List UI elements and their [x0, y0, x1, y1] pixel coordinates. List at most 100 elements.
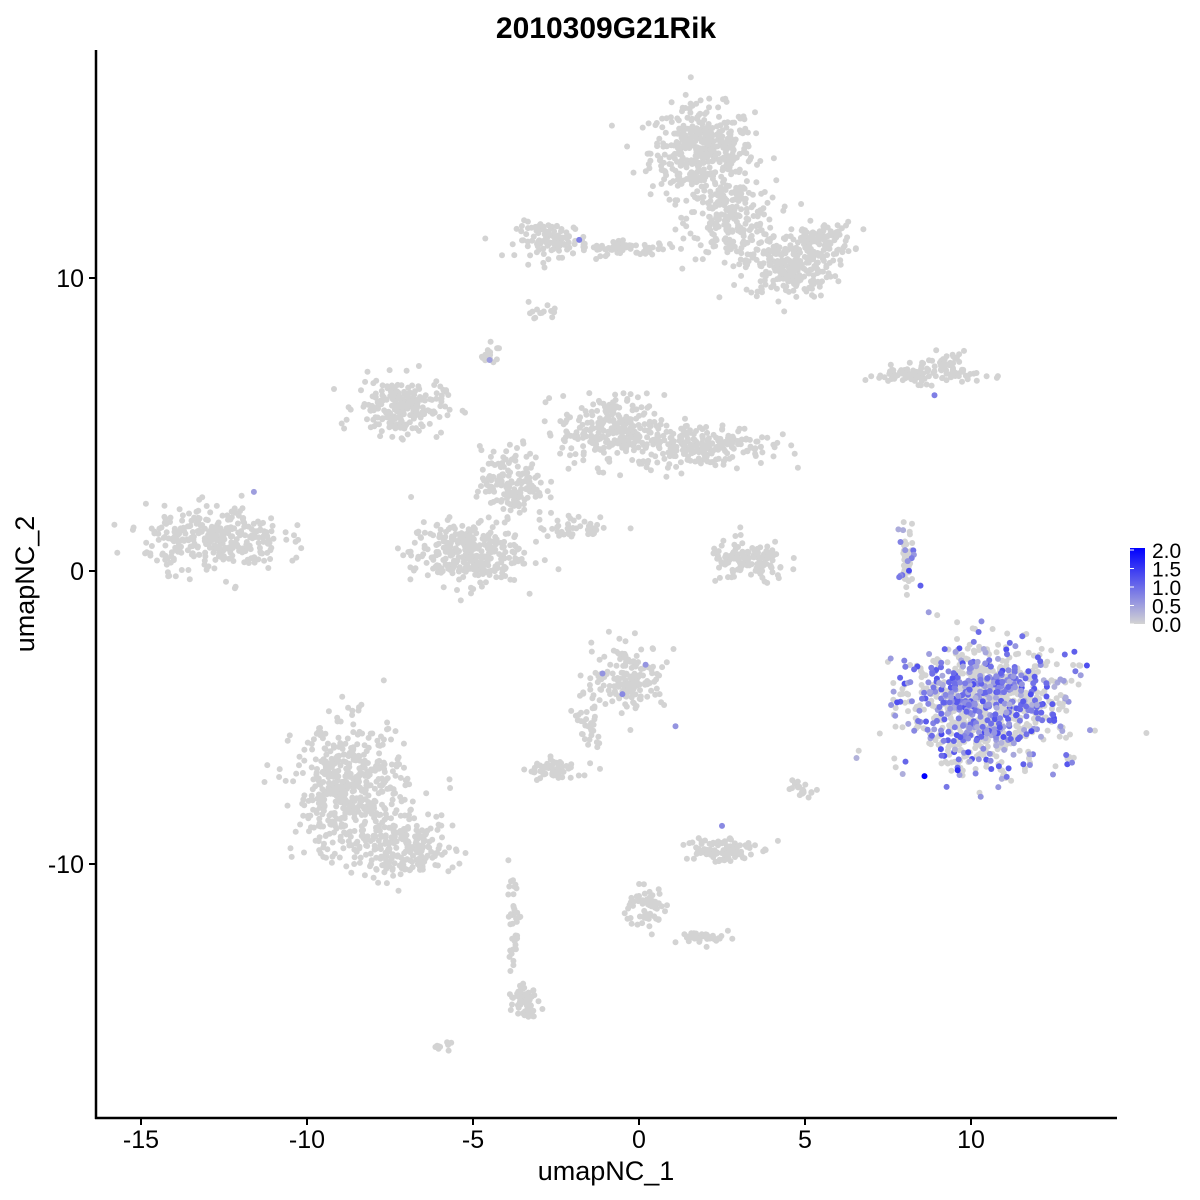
- cell-point: [611, 688, 618, 695]
- cell-point: [580, 451, 587, 458]
- cell-point: [321, 802, 328, 809]
- cell-point: [412, 565, 419, 572]
- cell-point: [648, 666, 655, 673]
- cell-point: [766, 238, 773, 245]
- cell-point: [752, 842, 758, 849]
- cell-point: [427, 408, 434, 415]
- cell-point: [307, 812, 314, 819]
- cell-point: [400, 740, 407, 747]
- cell-point: [530, 233, 537, 240]
- cell-point: [402, 777, 409, 784]
- cell-point: [737, 532, 744, 538]
- cell-point: [389, 796, 396, 803]
- cell-point: [793, 293, 800, 300]
- cell-point: [734, 566, 741, 573]
- cell-point: [315, 777, 322, 783]
- cell-point: [710, 854, 717, 861]
- cell-point: [718, 850, 725, 856]
- cell-point: [468, 527, 475, 534]
- cell-point: [638, 646, 645, 653]
- cell-point: [1013, 723, 1020, 730]
- cell-point: [351, 828, 358, 834]
- cell-point: [168, 549, 175, 556]
- cell-point: [264, 533, 271, 540]
- cell-point: [954, 619, 961, 626]
- cell-point: [188, 517, 195, 524]
- cell-point: [597, 514, 604, 521]
- cell-point: [541, 227, 548, 234]
- cell-point: [892, 723, 899, 730]
- cell-point: [598, 244, 605, 251]
- cell-point: [680, 841, 687, 848]
- cell-point: [543, 239, 550, 246]
- cell-point: [523, 231, 530, 238]
- cell-point: [328, 755, 335, 762]
- cell-point: [433, 522, 440, 529]
- cell-point: [725, 849, 732, 856]
- cell-point: [576, 424, 583, 431]
- cell-point: [758, 239, 765, 246]
- cell-point: [175, 543, 182, 550]
- cell-point: [485, 531, 492, 538]
- cell-point: [386, 367, 393, 374]
- cell-point: [830, 251, 837, 258]
- cell-point: [767, 224, 774, 231]
- cell-point: [597, 686, 604, 693]
- cell-point: [714, 443, 721, 450]
- cell-point: [388, 736, 394, 743]
- cell-point: [407, 576, 414, 583]
- cell-point: [905, 708, 911, 715]
- cell-point: [393, 844, 400, 851]
- cell-point: [459, 522, 466, 529]
- cell-point: [456, 568, 462, 575]
- cell-point: [683, 215, 690, 222]
- cell-point: [820, 257, 827, 264]
- cell-point: [729, 119, 736, 126]
- cell-point: [429, 854, 436, 861]
- cell-point: [490, 448, 497, 455]
- cell-point: [742, 200, 749, 206]
- cell-point: [570, 250, 576, 257]
- cell-point: [356, 843, 363, 850]
- cell-point: [808, 255, 815, 262]
- cell-point: [555, 566, 562, 573]
- cell-point: [699, 199, 706, 206]
- cell-point: [761, 231, 768, 237]
- cell-point: [798, 227, 805, 234]
- cell-point: [509, 935, 516, 942]
- cell-point: [697, 97, 704, 104]
- cell-point: [361, 872, 368, 879]
- cell-point: [296, 753, 303, 760]
- cell-point: [928, 382, 935, 389]
- cell-point: [708, 239, 715, 246]
- cell-point: [1059, 703, 1066, 710]
- cell-point: [641, 410, 648, 417]
- cell-point: [617, 247, 624, 254]
- cell-point: [371, 785, 378, 792]
- cell-point: [677, 459, 684, 466]
- cell-point: [545, 256, 552, 263]
- cell-point: [591, 713, 598, 720]
- cell-point: [421, 529, 428, 536]
- cell-point: [213, 502, 220, 509]
- cell-point: [541, 763, 548, 770]
- cell-point: [726, 183, 732, 189]
- cell-point: [742, 257, 749, 264]
- cell-point: [620, 390, 627, 397]
- cell-point: [341, 813, 348, 820]
- cell-point: [245, 523, 252, 530]
- cell-point: [330, 742, 337, 749]
- cell-point: [971, 669, 978, 676]
- cell-point: [767, 260, 774, 267]
- cell-point: [308, 824, 314, 831]
- cell-point: [706, 104, 712, 111]
- cell-point: [493, 519, 500, 526]
- cell-point: [597, 765, 603, 772]
- cell-point: [406, 857, 413, 864]
- cell-point: [827, 273, 834, 280]
- cell-point: [594, 744, 601, 751]
- cell-point: [571, 241, 578, 248]
- cell-point: [401, 812, 408, 819]
- cell-point: [555, 522, 562, 529]
- cell-point: [714, 555, 721, 562]
